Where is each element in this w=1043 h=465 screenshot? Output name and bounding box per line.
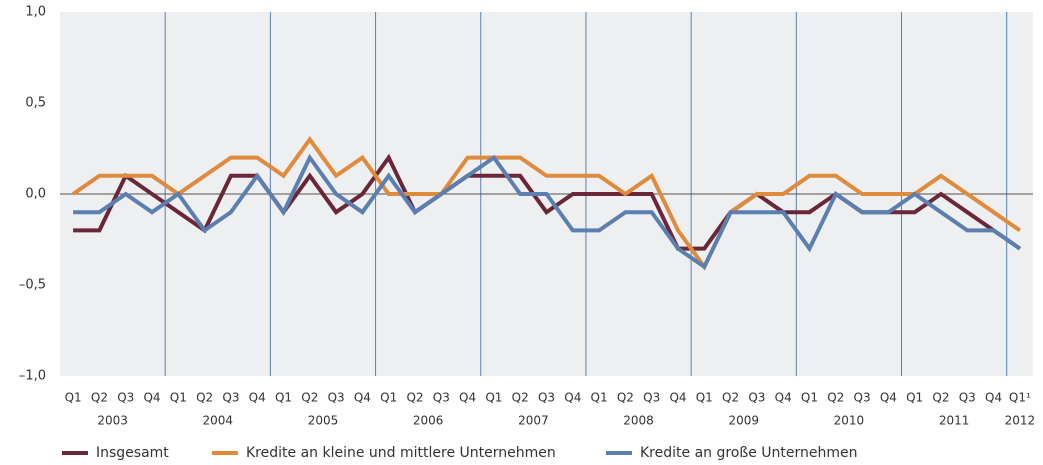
x-tick-label: Q2 xyxy=(196,391,213,405)
year-label: 2008 xyxy=(623,414,654,428)
x-tick-label: Q3 xyxy=(959,391,976,405)
x-tick-label: Q4 xyxy=(564,391,581,405)
x-tick-label: Q3 xyxy=(117,391,134,405)
year-label: 2006 xyxy=(413,414,444,428)
x-tick-label: Q4 xyxy=(143,391,160,405)
x-tick-label: Q2 xyxy=(617,391,634,405)
x-tick-label: Q1¹ xyxy=(1009,391,1031,405)
x-tick-label: Q4 xyxy=(775,391,792,405)
series-line xyxy=(73,153,1022,270)
x-tick-label: Q3 xyxy=(748,391,765,405)
x-tick-label: Q1 xyxy=(696,391,713,405)
y-tick-label: –1,0 xyxy=(19,369,46,384)
x-tick-label: Q1 xyxy=(906,391,923,405)
x-tick-label: Q1 xyxy=(275,391,292,405)
x-tick-label: Q3 xyxy=(433,391,450,405)
legend-label: Kredite an kleine und mittlere Unternehm… xyxy=(246,445,556,461)
x-tick-label: Q4 xyxy=(669,391,686,405)
legend-label: Insgesamt xyxy=(96,445,169,461)
x-tick-label: Q2 xyxy=(406,391,423,405)
year-label: 2012 xyxy=(1005,414,1036,428)
x-tick-label: Q1 xyxy=(380,391,397,405)
x-tick-label: Q1 xyxy=(591,391,608,405)
x-tick-label: Q3 xyxy=(222,391,239,405)
x-tick-label: Q2 xyxy=(512,391,529,405)
y-tick-label: 0,5 xyxy=(25,96,46,111)
x-tick-label: Q2 xyxy=(301,391,318,405)
x-tick-label: Q4 xyxy=(880,391,897,405)
y-tick-label: –0,5 xyxy=(19,278,46,293)
y-tick-label: 0,0 xyxy=(25,187,46,202)
series-line xyxy=(71,135,1022,271)
x-tick-label: Q4 xyxy=(249,391,266,405)
x-tick-label: Q2 xyxy=(827,391,844,405)
year-label: 2005 xyxy=(308,414,339,428)
x-tick-label: Q4 xyxy=(985,391,1002,405)
year-label: 2004 xyxy=(203,414,234,428)
x-tick-label: Q3 xyxy=(854,391,871,405)
x-tick-label: Q2 xyxy=(91,391,108,405)
year-label: 2011 xyxy=(939,414,970,428)
x-tick-label: Q1 xyxy=(170,391,187,405)
year-label: 2003 xyxy=(97,414,128,428)
x-tick-label: Q3 xyxy=(643,391,660,405)
x-tick-label: Q1 xyxy=(65,391,82,405)
x-tick-label: Q2 xyxy=(722,391,739,405)
year-label: 2009 xyxy=(728,414,759,428)
legend-label: Kredite an große Unternehmen xyxy=(640,445,857,461)
x-tick-label: Q4 xyxy=(354,391,371,405)
x-tick-label: Q1 xyxy=(801,391,818,405)
y-tick-label: 1,0 xyxy=(25,5,46,20)
x-tick-label: Q3 xyxy=(328,391,345,405)
x-tick-label: Q2 xyxy=(932,391,949,405)
x-tick-label: Q3 xyxy=(538,391,555,405)
year-label: 2010 xyxy=(834,414,865,428)
x-tick-label: Q1 xyxy=(485,391,502,405)
year-label: 2007 xyxy=(518,414,549,428)
x-tick-label: Q4 xyxy=(459,391,476,405)
